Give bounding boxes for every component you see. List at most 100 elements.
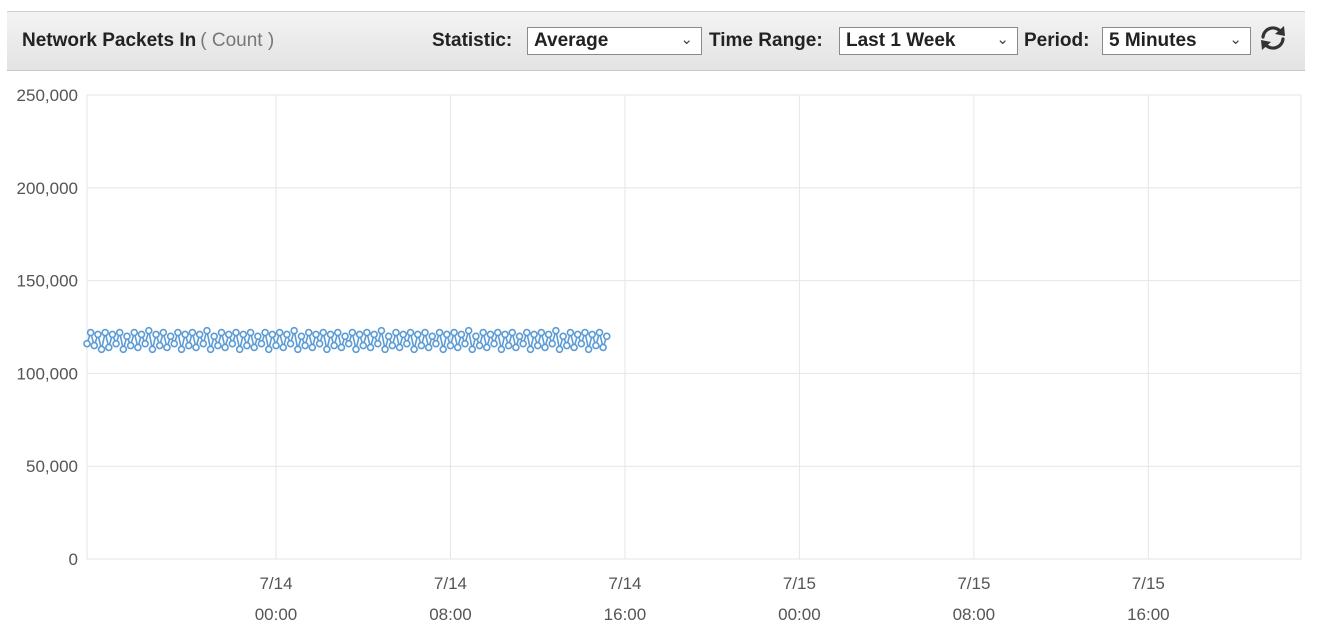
data-point bbox=[501, 330, 509, 339]
data-point bbox=[602, 332, 611, 341]
data-point bbox=[348, 328, 357, 337]
data-point bbox=[323, 345, 331, 354]
x-axis: 7/14 00:00 7/14 08:00 7/14 16:00 7/15 00:00 7/15… bbox=[255, 574, 1170, 624]
data-point bbox=[366, 343, 375, 352]
x-tick-date: 7/15 bbox=[783, 574, 816, 593]
data-point bbox=[119, 345, 128, 354]
data-point bbox=[137, 330, 146, 339]
data-point bbox=[210, 332, 219, 341]
metric-unit: ( Count ) bbox=[200, 30, 275, 51]
data-point bbox=[424, 343, 433, 352]
data-point bbox=[570, 343, 578, 352]
data-point bbox=[526, 345, 535, 354]
data-point bbox=[90, 341, 99, 350]
data-point bbox=[519, 339, 527, 348]
data-point bbox=[206, 345, 215, 354]
x-tick-time: 16:00 bbox=[1127, 605, 1170, 624]
refresh-icon[interactable] bbox=[1257, 22, 1289, 54]
data-point bbox=[239, 330, 248, 339]
data-point bbox=[126, 341, 135, 350]
data-point bbox=[301, 341, 309, 350]
data-point bbox=[468, 345, 477, 354]
data-point bbox=[373, 339, 382, 348]
data-point bbox=[352, 345, 360, 354]
data-point bbox=[541, 343, 549, 352]
data-point bbox=[450, 328, 458, 337]
data-point bbox=[515, 332, 524, 341]
data-point bbox=[254, 332, 262, 341]
data-point bbox=[533, 341, 542, 350]
data-point bbox=[504, 341, 513, 350]
series-points bbox=[83, 326, 611, 354]
data-point bbox=[221, 343, 229, 352]
data-point bbox=[279, 343, 288, 352]
time-range-label: Time Range: bbox=[709, 30, 823, 51]
data-point bbox=[581, 328, 589, 337]
data-point bbox=[297, 332, 306, 341]
time-range-select[interactable]: Last 1 Week ⌄ bbox=[839, 27, 1018, 55]
data-point bbox=[493, 328, 502, 337]
x-tick-time: 00:00 bbox=[255, 605, 298, 624]
data-point bbox=[86, 328, 95, 337]
metric-name: Network Packets In bbox=[22, 30, 197, 51]
data-point bbox=[152, 330, 160, 339]
data-point bbox=[312, 330, 320, 339]
data-point bbox=[344, 339, 353, 348]
period-select[interactable]: 5 Minutes ⌄ bbox=[1102, 27, 1251, 55]
data-point bbox=[562, 341, 571, 350]
data-point bbox=[573, 330, 582, 339]
data-point bbox=[537, 328, 546, 337]
y-tick-label: 0 bbox=[69, 550, 78, 569]
data-point bbox=[472, 332, 480, 341]
data-point bbox=[108, 330, 117, 339]
statistic-label: Statistic: bbox=[432, 30, 513, 51]
data-point bbox=[155, 341, 164, 350]
data-point bbox=[446, 341, 455, 350]
data-point bbox=[319, 328, 328, 337]
network-packets-chart: 0 50,000 100,000 150,000 200,000 250,000 7/14… bbox=[17, 86, 1302, 624]
data-point bbox=[523, 328, 531, 337]
data-point bbox=[443, 330, 451, 339]
x-tick-time: 08:00 bbox=[953, 605, 996, 624]
data-point bbox=[330, 341, 338, 350]
data-point bbox=[134, 343, 142, 352]
data-point bbox=[261, 328, 269, 337]
data-point bbox=[530, 330, 538, 339]
widget-toolbar: Network Packets In( Count ) Statistic: A… bbox=[7, 11, 1305, 71]
data-point bbox=[272, 341, 280, 350]
data-point bbox=[326, 330, 335, 339]
data-point bbox=[130, 328, 139, 337]
data-point bbox=[144, 326, 153, 335]
x-tick-time: 16:00 bbox=[604, 605, 647, 624]
data-point bbox=[112, 339, 120, 348]
data-point bbox=[483, 343, 491, 352]
data-point bbox=[228, 339, 237, 348]
data-point bbox=[595, 328, 604, 337]
chevron-down-icon: ⌄ bbox=[1229, 31, 1242, 48]
period-label: Period: bbox=[1024, 30, 1090, 51]
statistic-select[interactable]: Average ⌄ bbox=[527, 27, 702, 55]
data-point bbox=[203, 326, 211, 335]
data-point bbox=[555, 345, 564, 354]
data-point bbox=[264, 345, 273, 354]
data-point bbox=[174, 328, 182, 337]
data-point bbox=[453, 343, 462, 352]
data-point bbox=[188, 328, 197, 337]
data-point bbox=[457, 330, 466, 339]
data-point bbox=[275, 328, 284, 337]
data-point bbox=[421, 328, 429, 337]
chevron-down-icon: ⌄ bbox=[680, 31, 693, 48]
data-point bbox=[105, 343, 113, 352]
data-point bbox=[439, 345, 448, 354]
y-tick-label: 50,000 bbox=[26, 457, 78, 476]
data-point bbox=[115, 328, 124, 337]
data-point bbox=[341, 332, 349, 341]
data-point bbox=[224, 330, 233, 339]
data-point bbox=[97, 345, 106, 354]
data-point bbox=[141, 339, 149, 348]
data-point bbox=[359, 341, 368, 350]
data-point bbox=[192, 343, 200, 352]
data-point bbox=[315, 339, 324, 348]
data-point bbox=[214, 341, 222, 350]
data-point bbox=[566, 328, 575, 337]
